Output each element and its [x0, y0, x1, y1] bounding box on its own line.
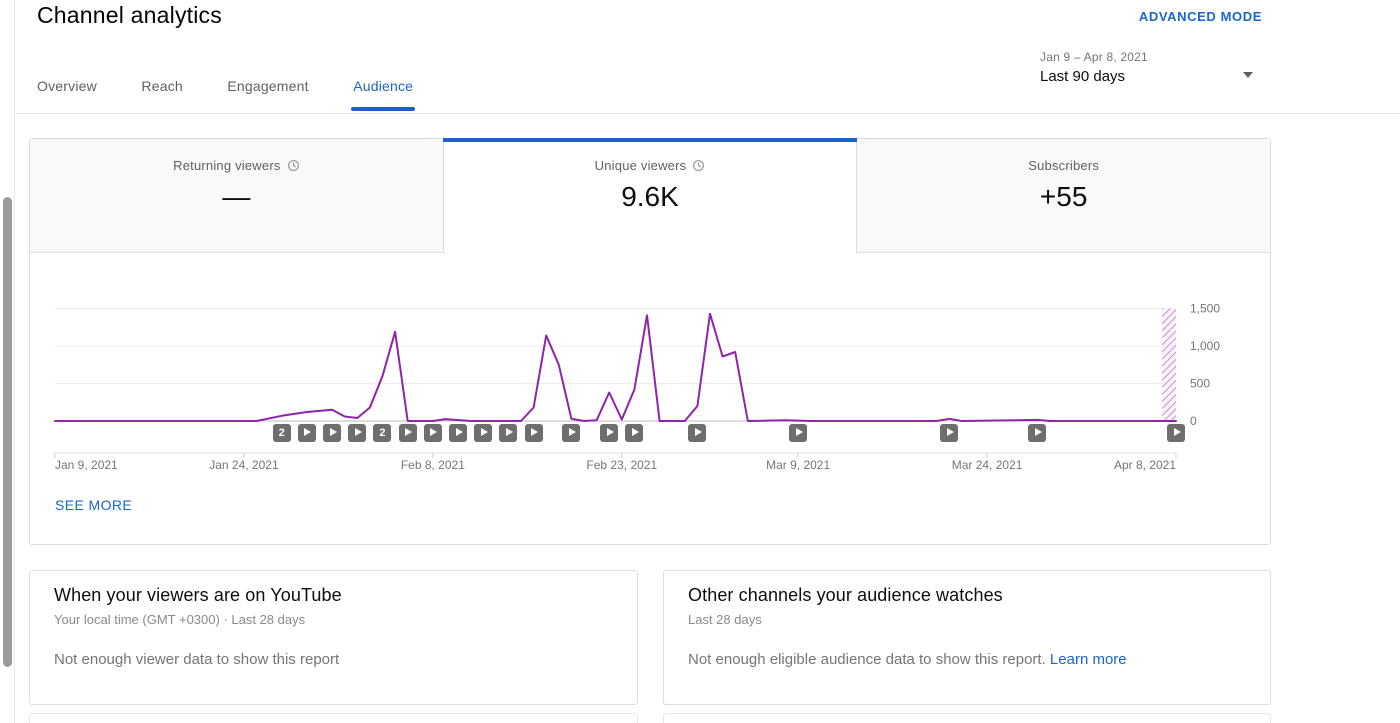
next-card-top-edge: [29, 713, 638, 723]
video-publish-marker[interactable]: [600, 424, 619, 442]
tab-audience[interactable]: Audience: [351, 60, 416, 113]
page-title: Channel analytics: [37, 2, 222, 28]
metric-card-subscribers[interactable]: Subscribers +55: [857, 139, 1271, 253]
svg-text:Mar 24, 2021: Mar 24, 2021: [952, 458, 1023, 472]
play-icon: [795, 428, 803, 436]
play-icon: [606, 428, 614, 436]
card-subtitle: Your local time (GMT +0300) · Last 28 da…: [54, 612, 306, 627]
date-range-text: Jan 9 – Apr 8, 2021: [1040, 50, 1148, 64]
video-publish-marker[interactable]: [449, 424, 468, 442]
next-card-top-edge: [663, 713, 1271, 723]
play-icon: [946, 428, 954, 436]
see-more-link[interactable]: SEE MORE: [55, 497, 133, 513]
svg-text:1,000: 1,000: [1190, 339, 1220, 353]
metric-value: +55: [1039, 181, 1088, 212]
metric-card-returning-viewers[interactable]: Returning viewers —: [30, 139, 444, 253]
svg-text:Mar 9, 2021: Mar 9, 2021: [766, 458, 830, 472]
card-title: Other channels your audience watches: [688, 585, 1003, 605]
play-icon: [354, 428, 362, 436]
card-when-viewers-on-youtube: When your viewers are on YouTube Your lo…: [29, 570, 638, 705]
analytics-tabbar: Overview Reach Engagement Audience: [15, 60, 1400, 114]
tab-overview[interactable]: Overview: [37, 78, 97, 94]
scrollbar-thumb[interactable]: [3, 197, 12, 667]
audience-analytics-card: Returning viewers — Unique viewers 9.6K …: [29, 138, 1271, 545]
metric-value: 9.6K: [621, 181, 679, 212]
active-tab-underline: [351, 107, 416, 111]
video-publish-marker[interactable]: 2: [373, 424, 392, 442]
video-publish-marker[interactable]: [1028, 424, 1047, 442]
svg-text:Apr 8, 2021: Apr 8, 2021: [1114, 458, 1176, 472]
metric-label: Unique viewers: [594, 158, 687, 173]
play-icon: [1173, 428, 1181, 436]
video-publish-marker[interactable]: [297, 424, 316, 442]
svg-text:0: 0: [1190, 414, 1197, 428]
video-publish-marker[interactable]: [1167, 424, 1185, 442]
video-publish-marker[interactable]: [789, 424, 808, 442]
play-icon: [694, 428, 702, 436]
svg-text:Jan 9, 2021: Jan 9, 2021: [55, 458, 118, 472]
svg-text:500: 500: [1190, 377, 1210, 391]
play-icon: [631, 428, 639, 436]
metric-label: Returning viewers: [173, 158, 281, 173]
video-publish-marker[interactable]: [562, 424, 581, 442]
play-icon: [480, 428, 488, 436]
video-publish-marker[interactable]: [688, 424, 707, 442]
scrollbar-track: [0, 0, 15, 723]
metric-card-unique-viewers[interactable]: Unique viewers 9.6K: [442, 138, 858, 253]
line-chart-plot[interactable]: 0 500 1,000 1,500 Jan 9, 2021 Jan 24, 2021 Feb…: [30, 253, 1270, 483]
play-icon: [329, 428, 337, 436]
video-publish-marker[interactable]: [524, 424, 543, 442]
play-icon: [304, 428, 312, 436]
card-title: When your viewers are on YouTube: [54, 585, 342, 605]
advanced-mode-button[interactable]: ADVANCED MODE: [1138, 9, 1262, 24]
video-publish-marker[interactable]: [423, 424, 442, 442]
tab-reach[interactable]: Reach: [141, 78, 183, 94]
video-publish-marker[interactable]: [499, 424, 518, 442]
svg-text:Feb 23, 2021: Feb 23, 2021: [586, 458, 657, 472]
chevron-down-icon: [1243, 72, 1253, 78]
clock-icon: [287, 160, 299, 171]
video-publish-marker[interactable]: [625, 424, 644, 442]
card-empty-state-text: Not enough viewer data to show this repo…: [54, 651, 340, 668]
svg-text:1,500: 1,500: [1190, 302, 1220, 316]
date-range-picker[interactable]: Jan 9 – Apr 8, 2021 Last 90 days: [1030, 48, 1270, 94]
learn-more-link[interactable]: Learn more: [1049, 651, 1127, 668]
video-publish-marker[interactable]: [398, 424, 417, 442]
play-icon: [568, 428, 576, 436]
play-icon: [1034, 428, 1042, 436]
play-icon: [430, 428, 438, 436]
video-publish-marker[interactable]: [323, 424, 342, 442]
video-publish-marker[interactable]: 2: [272, 424, 291, 442]
svg-text:Jan 24, 2021: Jan 24, 2021: [209, 458, 279, 472]
video-publish-marker[interactable]: [348, 424, 367, 442]
line-chart: 0 500 1,000 1,500 Jan 9, 2021 Jan 24, 2021 Feb…: [30, 253, 1270, 545]
metric-value: —: [222, 181, 251, 212]
metric-cards-row: Returning viewers — Unique viewers 9.6K …: [30, 138, 1271, 253]
play-icon: [531, 428, 539, 436]
date-preset-text: Last 90 days: [1040, 68, 1126, 85]
card-subtitle: Last 28 days: [688, 612, 762, 627]
play-icon: [405, 428, 413, 436]
video-publish-marker[interactable]: [474, 424, 493, 442]
play-icon: [505, 428, 513, 436]
clock-icon: [693, 160, 705, 171]
play-icon: [455, 428, 463, 436]
card-empty-state-text: Not enough eligible audience data to sho…: [688, 651, 1127, 668]
video-publish-marker[interactable]: [940, 424, 959, 442]
svg-text:Feb 8, 2021: Feb 8, 2021: [401, 458, 465, 472]
metric-label: Subscribers: [1028, 158, 1100, 173]
card-other-channels: Other channels your audience watches Las…: [663, 570, 1271, 705]
tab-engagement[interactable]: Engagement: [227, 78, 309, 94]
